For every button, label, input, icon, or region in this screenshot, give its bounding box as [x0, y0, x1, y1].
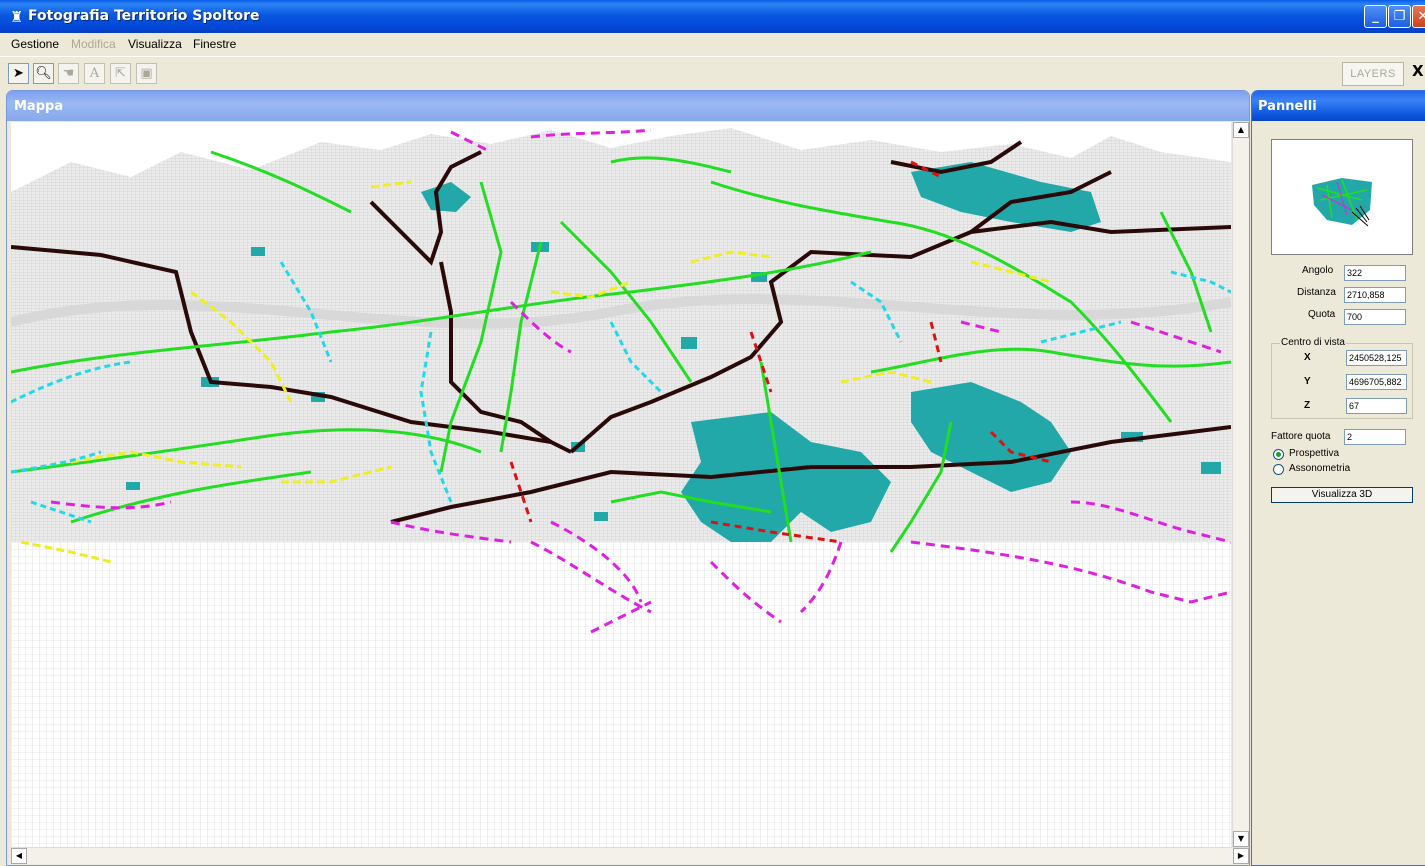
pan-tool-button[interactable]: ☚ — [58, 63, 79, 84]
red-roads — [509, 160, 1052, 544]
close-button[interactable]: ✕ — [1412, 5, 1425, 28]
select-feature-button[interactable]: ⇱ — [110, 63, 131, 84]
overview-preview[interactable] — [1271, 139, 1413, 255]
y-field[interactable]: 4696705,882 — [1346, 374, 1407, 390]
panel-window-title: Pannelli — [1258, 99, 1317, 114]
z-field[interactable]: 67 — [1346, 398, 1407, 414]
terrain-grid-near — [11, 502, 1231, 847]
menu-modifica: Modifica — [71, 37, 116, 51]
select-feature-icon: ⇱ — [115, 66, 126, 81]
menu-bar: Gestione Modifica Visualizza Finestre — [0, 33, 1425, 55]
close-icon: ✕ — [1417, 9, 1425, 24]
window-title: Fotografia Territorio Spoltore — [28, 8, 260, 24]
vertical-scrollbar[interactable]: ▲ ▼ — [1232, 122, 1249, 847]
terrain-render — [11, 128, 1231, 847]
scroll-left-button[interactable]: ◀ — [11, 848, 27, 864]
save-button[interactable]: ▣ — [136, 63, 157, 84]
assonometria-radio[interactable] — [1273, 464, 1284, 475]
fattore-quota-field[interactable]: 2 — [1344, 429, 1406, 445]
menu-finestre[interactable]: Finestre — [193, 37, 237, 51]
fattore-quota-label: Fattore quota — [1271, 431, 1331, 442]
map-3d-view[interactable] — [11, 122, 1231, 847]
z-label: Z — [1304, 400, 1311, 411]
restore-icon: ❐ — [1393, 9, 1406, 24]
zoom-tool-button[interactable]: 🔍︎ — [33, 63, 54, 84]
main-roads — [11, 140, 1231, 524]
restore-button[interactable]: ❐ — [1388, 5, 1411, 28]
angolo-label: Angolo — [1302, 265, 1334, 276]
panel-window: Pannelli Angolo 322 Distanza 2710,858 Qu… — [1251, 90, 1425, 866]
menu-gestione[interactable]: Gestione — [11, 37, 60, 51]
y-label: Y — [1304, 376, 1311, 387]
map-window-title: Mappa — [14, 99, 64, 114]
urban-areas — [126, 162, 1221, 542]
magenta-roads — [50, 128, 1231, 634]
arrow-down-icon: ▼ — [1237, 834, 1245, 843]
valley-shading — [11, 294, 1231, 329]
centro-di-vista-group: Centro di vista X 2450528,125 Y 4696705,… — [1271, 337, 1413, 419]
angolo-field[interactable]: 322 — [1344, 265, 1406, 281]
pan-hand-icon: ☚ — [62, 66, 75, 81]
assonometria-label: Assonometria — [1289, 463, 1351, 474]
text-icon: A — [89, 66, 100, 81]
green-roads — [11, 150, 1231, 553]
distanza-label: Distanza — [1297, 287, 1336, 298]
arrow-left-icon: ◀ — [15, 851, 23, 860]
zoom-magnifier-icon: 🔍︎ — [35, 66, 52, 81]
yellow-roads — [20, 180, 1052, 564]
centro-di-vista-label: Centro di vista — [1280, 337, 1346, 348]
quota-label: Quota — [1308, 309, 1336, 320]
minimize-button[interactable]: _ — [1364, 5, 1387, 28]
cyan-roads — [11, 261, 1231, 524]
save-disk-icon: ▣ — [140, 66, 153, 81]
scroll-down-button[interactable]: ▼ — [1233, 831, 1249, 847]
horizontal-scrollbar[interactable]: ◀ ▶ — [11, 847, 1249, 864]
prospettiva-radio[interactable] — [1273, 449, 1284, 460]
panel-window-title-bar: Pannelli — [1252, 91, 1425, 121]
quota-field[interactable]: 700 — [1344, 309, 1406, 325]
menu-visualizza[interactable]: Visualizza — [128, 37, 182, 51]
scroll-right-button[interactable]: ▶ — [1233, 848, 1249, 864]
coat-of-arms-icon: ♜ — [10, 8, 24, 26]
pointer-arrow-icon: ➤ — [13, 66, 24, 81]
x-field[interactable]: 2450528,125 — [1346, 350, 1407, 366]
distanza-field[interactable]: 2710,858 — [1344, 287, 1406, 303]
overview-thumbnail — [1312, 178, 1372, 227]
pointer-tool-button[interactable]: ➤ — [8, 63, 29, 84]
visualizza-3d-button[interactable]: Visualizza 3D — [1271, 487, 1413, 503]
arrow-up-icon: ▲ — [1237, 125, 1245, 134]
x-label: X — [1304, 352, 1311, 363]
panel-close-button[interactable]: X — [1412, 62, 1424, 80]
arrow-right-icon: ▶ — [1237, 851, 1245, 860]
toolbar: ➤ 🔍︎ ☚ A ⇱ ▣ — [0, 56, 1425, 89]
scroll-up-button[interactable]: ▲ — [1233, 122, 1249, 138]
layers-button[interactable]: LAYERS — [1342, 62, 1404, 86]
map-window-title-bar: Mappa — [7, 91, 1249, 121]
prospettiva-label: Prospettiva — [1289, 448, 1340, 459]
title-bar: ♜ Fotografia Territorio Spoltore _ ❐ ✕ — [0, 0, 1425, 33]
map-window: Mappa — [6, 90, 1250, 866]
minimize-icon: _ — [1372, 9, 1379, 24]
text-tool-button[interactable]: A — [84, 63, 105, 84]
